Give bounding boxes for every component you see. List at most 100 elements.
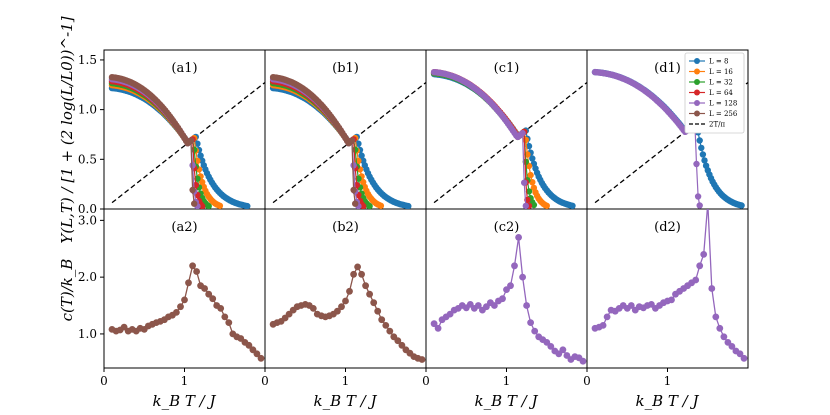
specific-heat-point-25 (370, 299, 378, 307)
data-point-L32-60 (366, 202, 373, 209)
legend-entry-label: L = 32 (709, 79, 733, 87)
specific-heat-point-23 (201, 285, 209, 292)
specific-heat-point-11 (474, 302, 482, 309)
data-point-L256-50 (189, 186, 196, 194)
specific-heat-point-17 (499, 295, 506, 303)
specific-heat-point-17 (177, 303, 184, 311)
specific-heat-point-29 (547, 343, 555, 350)
panel-label-top-1: (a1) (171, 61, 197, 76)
specific-heat-point-36 (736, 350, 744, 358)
specific-heat-point-26 (696, 262, 704, 270)
specific-heat-point-32 (720, 333, 728, 341)
x-axis-label-3: k_B T / J (475, 392, 539, 410)
data-point-L8-61 (529, 155, 536, 162)
legend-entry-label: L = 256 (709, 110, 738, 118)
data-point-L128-63 (693, 160, 700, 168)
panel-label-bottom-3: (c2) (494, 220, 520, 235)
specific-heat-point-29 (225, 319, 233, 326)
specific-heat-point-0 (430, 320, 438, 328)
x-axis-label-1: k_B T / J (153, 392, 217, 410)
data-point-L128-56 (521, 179, 528, 186)
specific-heat-point-25 (209, 295, 217, 303)
panel-top-3 (430, 69, 587, 209)
specific-heat-point-1 (434, 324, 442, 332)
specific-heat-point-27 (378, 316, 386, 324)
panel-bottom-4 (591, 209, 748, 362)
legend-marker (694, 58, 700, 64)
legend-marker (694, 100, 700, 106)
specific-heat-point-15 (491, 302, 498, 309)
specific-heat-point-22 (519, 273, 526, 281)
specific-heat-point-26 (374, 307, 382, 315)
data-point-L128-55 (519, 129, 526, 137)
specific-heat-point-31 (394, 337, 402, 345)
specific-heat-point-18 (342, 297, 349, 305)
legend-entry-label: 2T/π (709, 121, 725, 129)
data-point-L8-86 (569, 202, 576, 209)
data-point-L8-59 (525, 142, 533, 150)
specific-heat-point-32 (559, 346, 567, 354)
data-point-L256-51 (352, 200, 359, 207)
data-point-L256-51 (191, 200, 198, 207)
specific-heat-point-16 (334, 307, 341, 315)
x-tick-label: 1 (181, 374, 189, 388)
data-point-L64-56 (360, 203, 367, 209)
specific-heat-point-19 (185, 279, 192, 287)
specific-heat-point-20 (350, 270, 357, 278)
series-line-L8 (273, 87, 409, 207)
data-point-L16-67 (377, 202, 385, 209)
data-point-L8-67 (699, 151, 707, 158)
specific-heat-point-30 (712, 313, 720, 321)
x-tick-label: 1 (664, 374, 672, 388)
x-axis-label-2: k_B T / J (314, 392, 378, 410)
specific-heat-point-31 (716, 324, 724, 332)
specific-heat-point-37 (418, 356, 426, 363)
specific-heat-point-37 (579, 357, 587, 365)
data-point-L128-50 (189, 162, 196, 169)
specific-heat-point-21 (354, 263, 361, 271)
data-point-L8-66 (698, 144, 705, 152)
data-point-L8-53 (194, 140, 201, 147)
specific-heat-point-37 (740, 354, 748, 362)
specific-heat-point-24 (366, 290, 373, 298)
data-point-L64-56 (199, 203, 206, 209)
data-point-L8-55 (197, 152, 204, 159)
legend-entry-label: L = 16 (709, 68, 733, 76)
data-point-L16-67 (216, 202, 224, 209)
data-point-L8-84 (405, 202, 412, 209)
specific-heat-point-10 (309, 305, 317, 312)
specific-heat-point-37 (257, 354, 265, 362)
panel-top-1 (108, 74, 265, 209)
data-point-L8-68 (701, 157, 708, 164)
data-point-L16-61 (529, 179, 536, 186)
specific-heat-point-34 (728, 343, 736, 350)
specific-heat-point-32 (398, 341, 406, 349)
legend-entry-label: L = 64 (709, 89, 733, 97)
specific-heat-point-28 (221, 313, 229, 321)
specific-heat-point-24 (205, 290, 213, 298)
legend-marker (694, 89, 700, 96)
data-point-L256-50 (350, 186, 357, 194)
data-point-L8-65 (696, 137, 703, 144)
x-tick-label: 0 (583, 374, 591, 388)
data-point-L8-91 (738, 202, 745, 209)
specific-heat-point-18 (181, 296, 188, 304)
specific-heat-point-29 (708, 285, 716, 292)
x-tick-label: 0 (100, 374, 108, 388)
specific-heat-point-20 (511, 262, 518, 270)
y-axis-label-bottom: c(T)/k_B (58, 259, 76, 322)
data-point-L256-49 (348, 137, 356, 144)
data-point-L32-59 (525, 188, 533, 195)
x-tick-label: 0 (261, 374, 269, 388)
legend-marker (694, 79, 700, 85)
axis-labels: k_B T / J k_B T / J k_B T / J k_B T / J … (58, 16, 699, 410)
data-layer (108, 68, 748, 365)
y-tick-label-bottom: 2.0 (78, 270, 97, 284)
specific-heat-point-19 (668, 296, 675, 304)
data-point-L32-62 (530, 201, 538, 209)
y-tick-label-top: 0.5 (78, 152, 97, 166)
legend-entry-label: L = 8 (709, 58, 728, 66)
specific-heat-point-2 (599, 322, 607, 329)
specific-heat-point-20 (189, 262, 197, 270)
